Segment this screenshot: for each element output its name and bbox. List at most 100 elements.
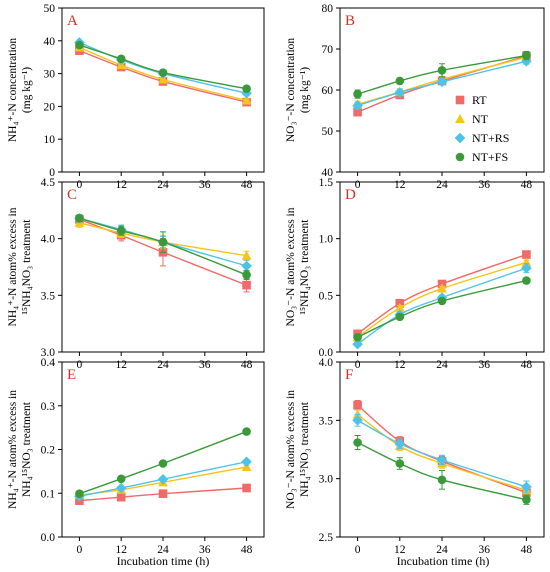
- x-tick-label: 0: [355, 544, 361, 556]
- data-point: [158, 459, 168, 468]
- y-axis-label-line: ¹⁵NH₄NO₃ treatment: [299, 219, 311, 315]
- data-point: [522, 250, 531, 259]
- x-tick-label: 48: [521, 544, 533, 556]
- x-tick-label: 24: [157, 544, 169, 556]
- panel-a: A 0 10 20 30 40 50 0 12 24 36 48 NH₄⁺-N concentratio…: [7, 3, 265, 191]
- x-tick-label: 0: [77, 359, 83, 371]
- y-tick-label: 10: [44, 134, 56, 146]
- data-point: [394, 87, 406, 98]
- panel-letter: C: [67, 187, 77, 203]
- legend-label: RT: [472, 93, 487, 107]
- x-tick-label: 36: [478, 359, 490, 371]
- x-tick-label: 12: [115, 179, 127, 191]
- data-point: [437, 475, 447, 485]
- x-tick-label: 48: [241, 179, 253, 191]
- data-point: [158, 237, 168, 247]
- y-tick-label: 2.5: [319, 532, 334, 544]
- y-tick-label: 0.0: [41, 532, 56, 544]
- y-axis-label-line: NH₄¹⁵NO₃ treatment: [299, 401, 311, 497]
- panel-letter: E: [67, 367, 76, 383]
- series-line: [79, 218, 247, 286]
- x-tick-label: 0: [355, 179, 361, 191]
- y-axis-label-line: NH₄⁺-N atom% excess in: [7, 390, 19, 509]
- x-tick-label: 36: [478, 544, 490, 556]
- y-tick-label: 0.2: [41, 445, 56, 457]
- legend: RT NT NT+RS NT+FS: [454, 93, 509, 164]
- x-tick-label: 36: [199, 544, 211, 556]
- x-tick-label: 12: [394, 179, 406, 191]
- data-point: [352, 409, 363, 419]
- series-line: [79, 217, 247, 276]
- series-line: [357, 253, 527, 335]
- data-point: [352, 100, 363, 111]
- y-tick-label: 3.0: [41, 347, 56, 359]
- x-tick-label: 24: [157, 179, 169, 191]
- data-point: [242, 84, 251, 93]
- x-tick-label: 48: [521, 359, 533, 371]
- series-line: [79, 44, 247, 90]
- legend-marker: [455, 113, 465, 123]
- data-point: [437, 66, 447, 75]
- data-point: [353, 89, 362, 99]
- data-point: [116, 54, 126, 64]
- y-tick-label: 0.1: [41, 488, 56, 500]
- series-line: [357, 60, 527, 107]
- panel-letter: F: [345, 367, 353, 383]
- y-axis-label-line: NH₄⁺-N atom% excess in: [7, 207, 19, 326]
- y-tick-label: 0.4: [41, 357, 56, 369]
- data-point: [395, 459, 405, 468]
- y-tick-label: 70: [322, 44, 334, 56]
- y-axis-label: NO₃⁻-N concentration (mg kg⁻¹): [285, 38, 311, 143]
- y-tick-label: 3.5: [319, 415, 334, 427]
- x-tick-label: 12: [115, 544, 127, 556]
- data-point: [521, 257, 532, 267]
- data-point: [352, 338, 363, 350]
- data-point: [242, 280, 251, 290]
- data-point: [75, 489, 84, 498]
- data-point: [437, 296, 447, 306]
- series-line: [357, 419, 527, 488]
- y-tick-label: 1.5: [319, 177, 334, 189]
- x-tick-label: 24: [436, 544, 448, 556]
- y-axis-label-line: NO₃⁻-N concentration: [285, 38, 297, 143]
- legend-marker: [455, 95, 465, 105]
- series-line: [357, 413, 527, 492]
- y-tick-label: 0: [49, 167, 55, 179]
- x-axis-title-left: Incubation time (h): [117, 554, 210, 568]
- panel-letter: A: [67, 13, 78, 29]
- x-tick-label: 12: [394, 359, 406, 371]
- legend-marker: [454, 132, 466, 144]
- panel-frame: [61, 361, 265, 538]
- data-point: [158, 489, 168, 498]
- panel-frame: [61, 181, 265, 353]
- data-point: [241, 250, 252, 260]
- legend-entry-nt: NT: [455, 112, 489, 126]
- data-point: [158, 68, 168, 77]
- series-nt-fs: [75, 40, 251, 93]
- y-axis-label-line: ¹⁵NH₄NO₃ treatment: [21, 219, 33, 315]
- series-line: [79, 46, 247, 102]
- x-tick-label: 12: [115, 359, 127, 371]
- y-tick-label: 4.5: [41, 177, 56, 189]
- y-tick-label: 3.0: [319, 474, 334, 486]
- y-axis-label-line: NO₃⁻-N atom% excess in: [285, 390, 297, 509]
- x-tick-label: 24: [436, 359, 448, 371]
- data-point: [75, 213, 84, 223]
- x-tick-label: 36: [199, 359, 211, 371]
- x-tick-label: 48: [241, 544, 253, 556]
- y-axis-label-line: NH₄⁺-N concentration: [7, 38, 19, 143]
- panel-letter: D: [345, 187, 356, 203]
- series-line: [357, 279, 527, 338]
- y-tick-label: 80: [322, 3, 334, 15]
- data-point: [522, 276, 531, 285]
- legend-label: NT+RS: [472, 131, 509, 145]
- series-nt-fs: [353, 435, 531, 505]
- data-point: [75, 40, 84, 50]
- y-axis-label-line: NO₃⁻-N atom% excess in: [285, 207, 297, 326]
- legend-marker: [455, 152, 465, 162]
- y-tick-label: 50: [44, 3, 56, 15]
- data-point: [395, 76, 405, 86]
- legend-label: NT: [472, 112, 489, 126]
- data-point: [436, 76, 448, 88]
- data-point: [436, 454, 448, 466]
